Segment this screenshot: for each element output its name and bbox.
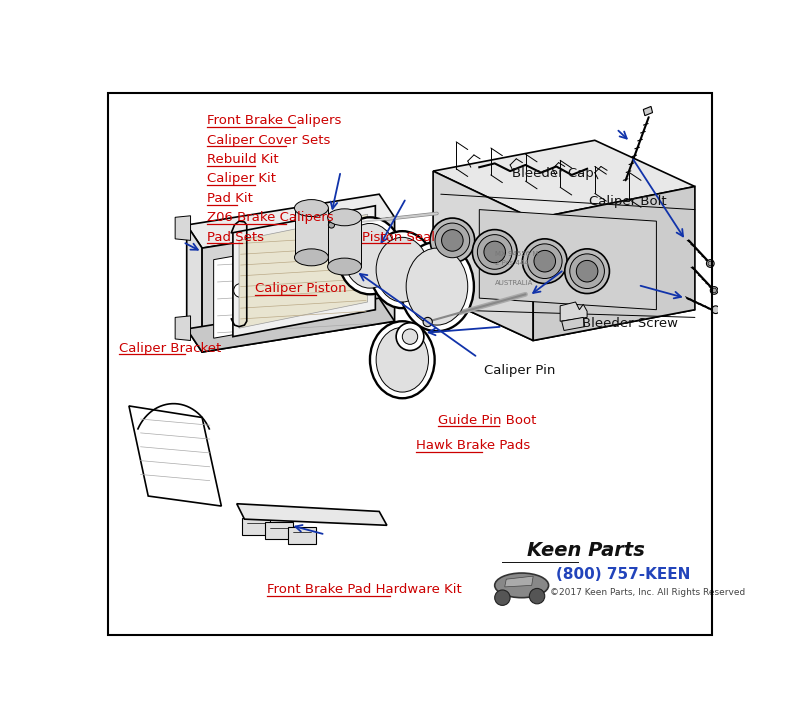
Ellipse shape	[472, 230, 517, 274]
Ellipse shape	[328, 209, 362, 226]
Ellipse shape	[522, 239, 567, 284]
Ellipse shape	[478, 235, 512, 269]
Text: Front Brake Pad Hardware Kit: Front Brake Pad Hardware Kit	[267, 583, 462, 596]
Text: Piston Seal: Piston Seal	[362, 230, 435, 243]
Text: Caliper Bolt: Caliper Bolt	[589, 194, 666, 207]
Text: Caliper Pin: Caliper Pin	[484, 364, 555, 377]
Polygon shape	[643, 107, 653, 116]
Polygon shape	[129, 406, 222, 506]
Text: Pad Kit: Pad Kit	[206, 192, 253, 205]
Polygon shape	[560, 302, 587, 321]
Circle shape	[712, 288, 717, 293]
Text: Caliper Kit: Caliper Kit	[206, 173, 276, 186]
Text: Pad Sets: Pad Sets	[206, 230, 264, 243]
Ellipse shape	[576, 261, 598, 282]
Ellipse shape	[484, 241, 506, 263]
Polygon shape	[433, 264, 695, 341]
Text: Bleeder Cap: Bleeder Cap	[512, 168, 594, 181]
Polygon shape	[242, 518, 270, 534]
Polygon shape	[479, 210, 656, 310]
Polygon shape	[186, 298, 394, 352]
Ellipse shape	[328, 258, 362, 275]
Polygon shape	[186, 194, 394, 248]
Polygon shape	[186, 225, 202, 352]
Circle shape	[708, 261, 713, 266]
Ellipse shape	[570, 254, 605, 289]
Ellipse shape	[376, 238, 429, 302]
Polygon shape	[233, 206, 375, 337]
Text: Bleeder Screw: Bleeder Screw	[582, 317, 678, 330]
Ellipse shape	[400, 242, 474, 331]
Text: Caliper Cover Sets: Caliper Cover Sets	[206, 134, 330, 147]
Text: Caliper Piston: Caliper Piston	[254, 282, 346, 295]
Ellipse shape	[234, 284, 247, 297]
Polygon shape	[266, 522, 293, 539]
Circle shape	[712, 306, 719, 313]
Ellipse shape	[435, 223, 470, 258]
Circle shape	[396, 323, 424, 351]
Ellipse shape	[376, 328, 429, 392]
Ellipse shape	[338, 217, 402, 294]
Circle shape	[328, 222, 334, 228]
Text: Caliper Bracket: Caliper Bracket	[119, 341, 222, 354]
Circle shape	[530, 588, 545, 604]
Polygon shape	[214, 231, 375, 338]
Polygon shape	[237, 504, 387, 526]
Polygon shape	[505, 576, 534, 587]
Circle shape	[326, 219, 338, 231]
Ellipse shape	[370, 321, 434, 398]
Text: Front Brake Calipers: Front Brake Calipers	[206, 114, 341, 127]
Text: 2 Pcs 444: 2 Pcs 444	[494, 260, 528, 266]
Text: Guide Pin Boot: Guide Pin Boot	[438, 414, 536, 427]
Polygon shape	[562, 318, 585, 330]
Text: Keen Parts: Keen Parts	[527, 541, 645, 560]
Ellipse shape	[406, 248, 468, 325]
Circle shape	[423, 318, 432, 327]
Text: Rebuild Kit: Rebuild Kit	[206, 153, 278, 166]
Ellipse shape	[294, 199, 328, 217]
Polygon shape	[328, 217, 362, 266]
Polygon shape	[202, 217, 394, 352]
Ellipse shape	[370, 231, 434, 308]
Ellipse shape	[565, 249, 610, 294]
Circle shape	[710, 287, 718, 294]
Circle shape	[494, 590, 510, 606]
Polygon shape	[294, 208, 328, 257]
Polygon shape	[534, 186, 695, 341]
Circle shape	[402, 329, 418, 344]
Text: Z06 Brake Calipers: Z06 Brake Calipers	[206, 211, 334, 225]
Ellipse shape	[344, 223, 396, 288]
Ellipse shape	[430, 218, 474, 263]
Text: MX 94556 M: MX 94556 M	[494, 251, 538, 257]
Text: (800) 757-KEEN: (800) 757-KEEN	[556, 567, 690, 582]
Text: AUSTRALIA: AUSTRALIA	[494, 280, 533, 286]
Ellipse shape	[442, 230, 463, 251]
Polygon shape	[433, 140, 695, 219]
Polygon shape	[175, 316, 190, 341]
Polygon shape	[175, 216, 190, 240]
Circle shape	[706, 260, 714, 267]
Text: ©2017 Keen Parts, Inc. All Rights Reserved: ©2017 Keen Parts, Inc. All Rights Reserv…	[550, 588, 746, 597]
Ellipse shape	[494, 573, 549, 598]
Ellipse shape	[534, 251, 555, 272]
Polygon shape	[239, 215, 368, 328]
Ellipse shape	[294, 249, 328, 266]
Text: Hawk Brake Pads: Hawk Brake Pads	[416, 439, 530, 452]
Polygon shape	[288, 527, 316, 544]
Ellipse shape	[527, 244, 562, 279]
Polygon shape	[433, 171, 534, 341]
